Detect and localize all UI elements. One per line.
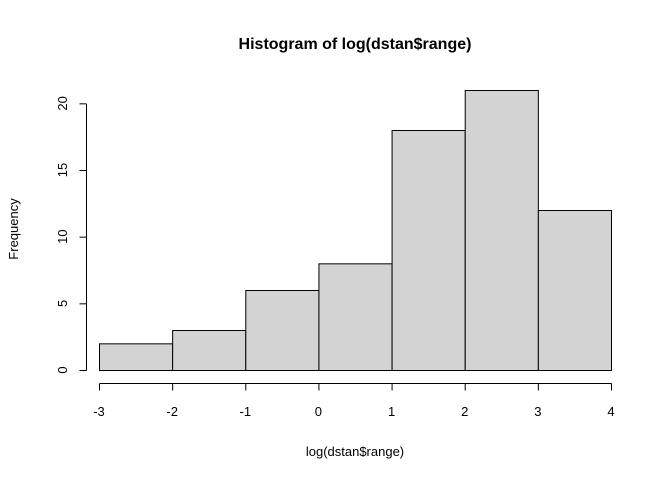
histogram-bar — [245, 290, 320, 371]
x-tick-label: 4 — [607, 404, 614, 419]
y-tick-label: 20 — [55, 96, 70, 110]
histogram-bar — [391, 130, 466, 371]
y-tick-label: 10 — [55, 229, 70, 243]
x-axis: -3 -2 -1 0 1 2 3 4 — [93, 383, 615, 419]
histogram-bar — [464, 90, 539, 371]
y-tick-label: 0 — [55, 366, 70, 373]
bars-group — [99, 90, 612, 372]
y-tick-label: 5 — [55, 300, 70, 307]
chart-title: Histogram of log(dstan$range) — [239, 36, 472, 53]
x-tick-label: 0 — [315, 404, 322, 419]
histogram-bar — [318, 263, 393, 372]
y-tick-label: 15 — [55, 163, 70, 177]
histogram-bar — [99, 343, 174, 372]
x-tick-label: -2 — [166, 404, 178, 419]
y-axis-label: Frequency — [6, 198, 21, 260]
histogram-bar — [172, 330, 247, 371]
x-axis-label: log(dstan$range) — [306, 444, 404, 459]
x-tick-label: 1 — [388, 404, 395, 419]
x-tick-label: -3 — [93, 404, 105, 419]
x-tick-label: -1 — [240, 404, 252, 419]
y-axis: 0 5 10 15 20 — [55, 96, 87, 374]
histogram-bar — [537, 210, 612, 371]
x-tick-label: 3 — [534, 404, 541, 419]
x-tick-label: 2 — [461, 404, 468, 419]
